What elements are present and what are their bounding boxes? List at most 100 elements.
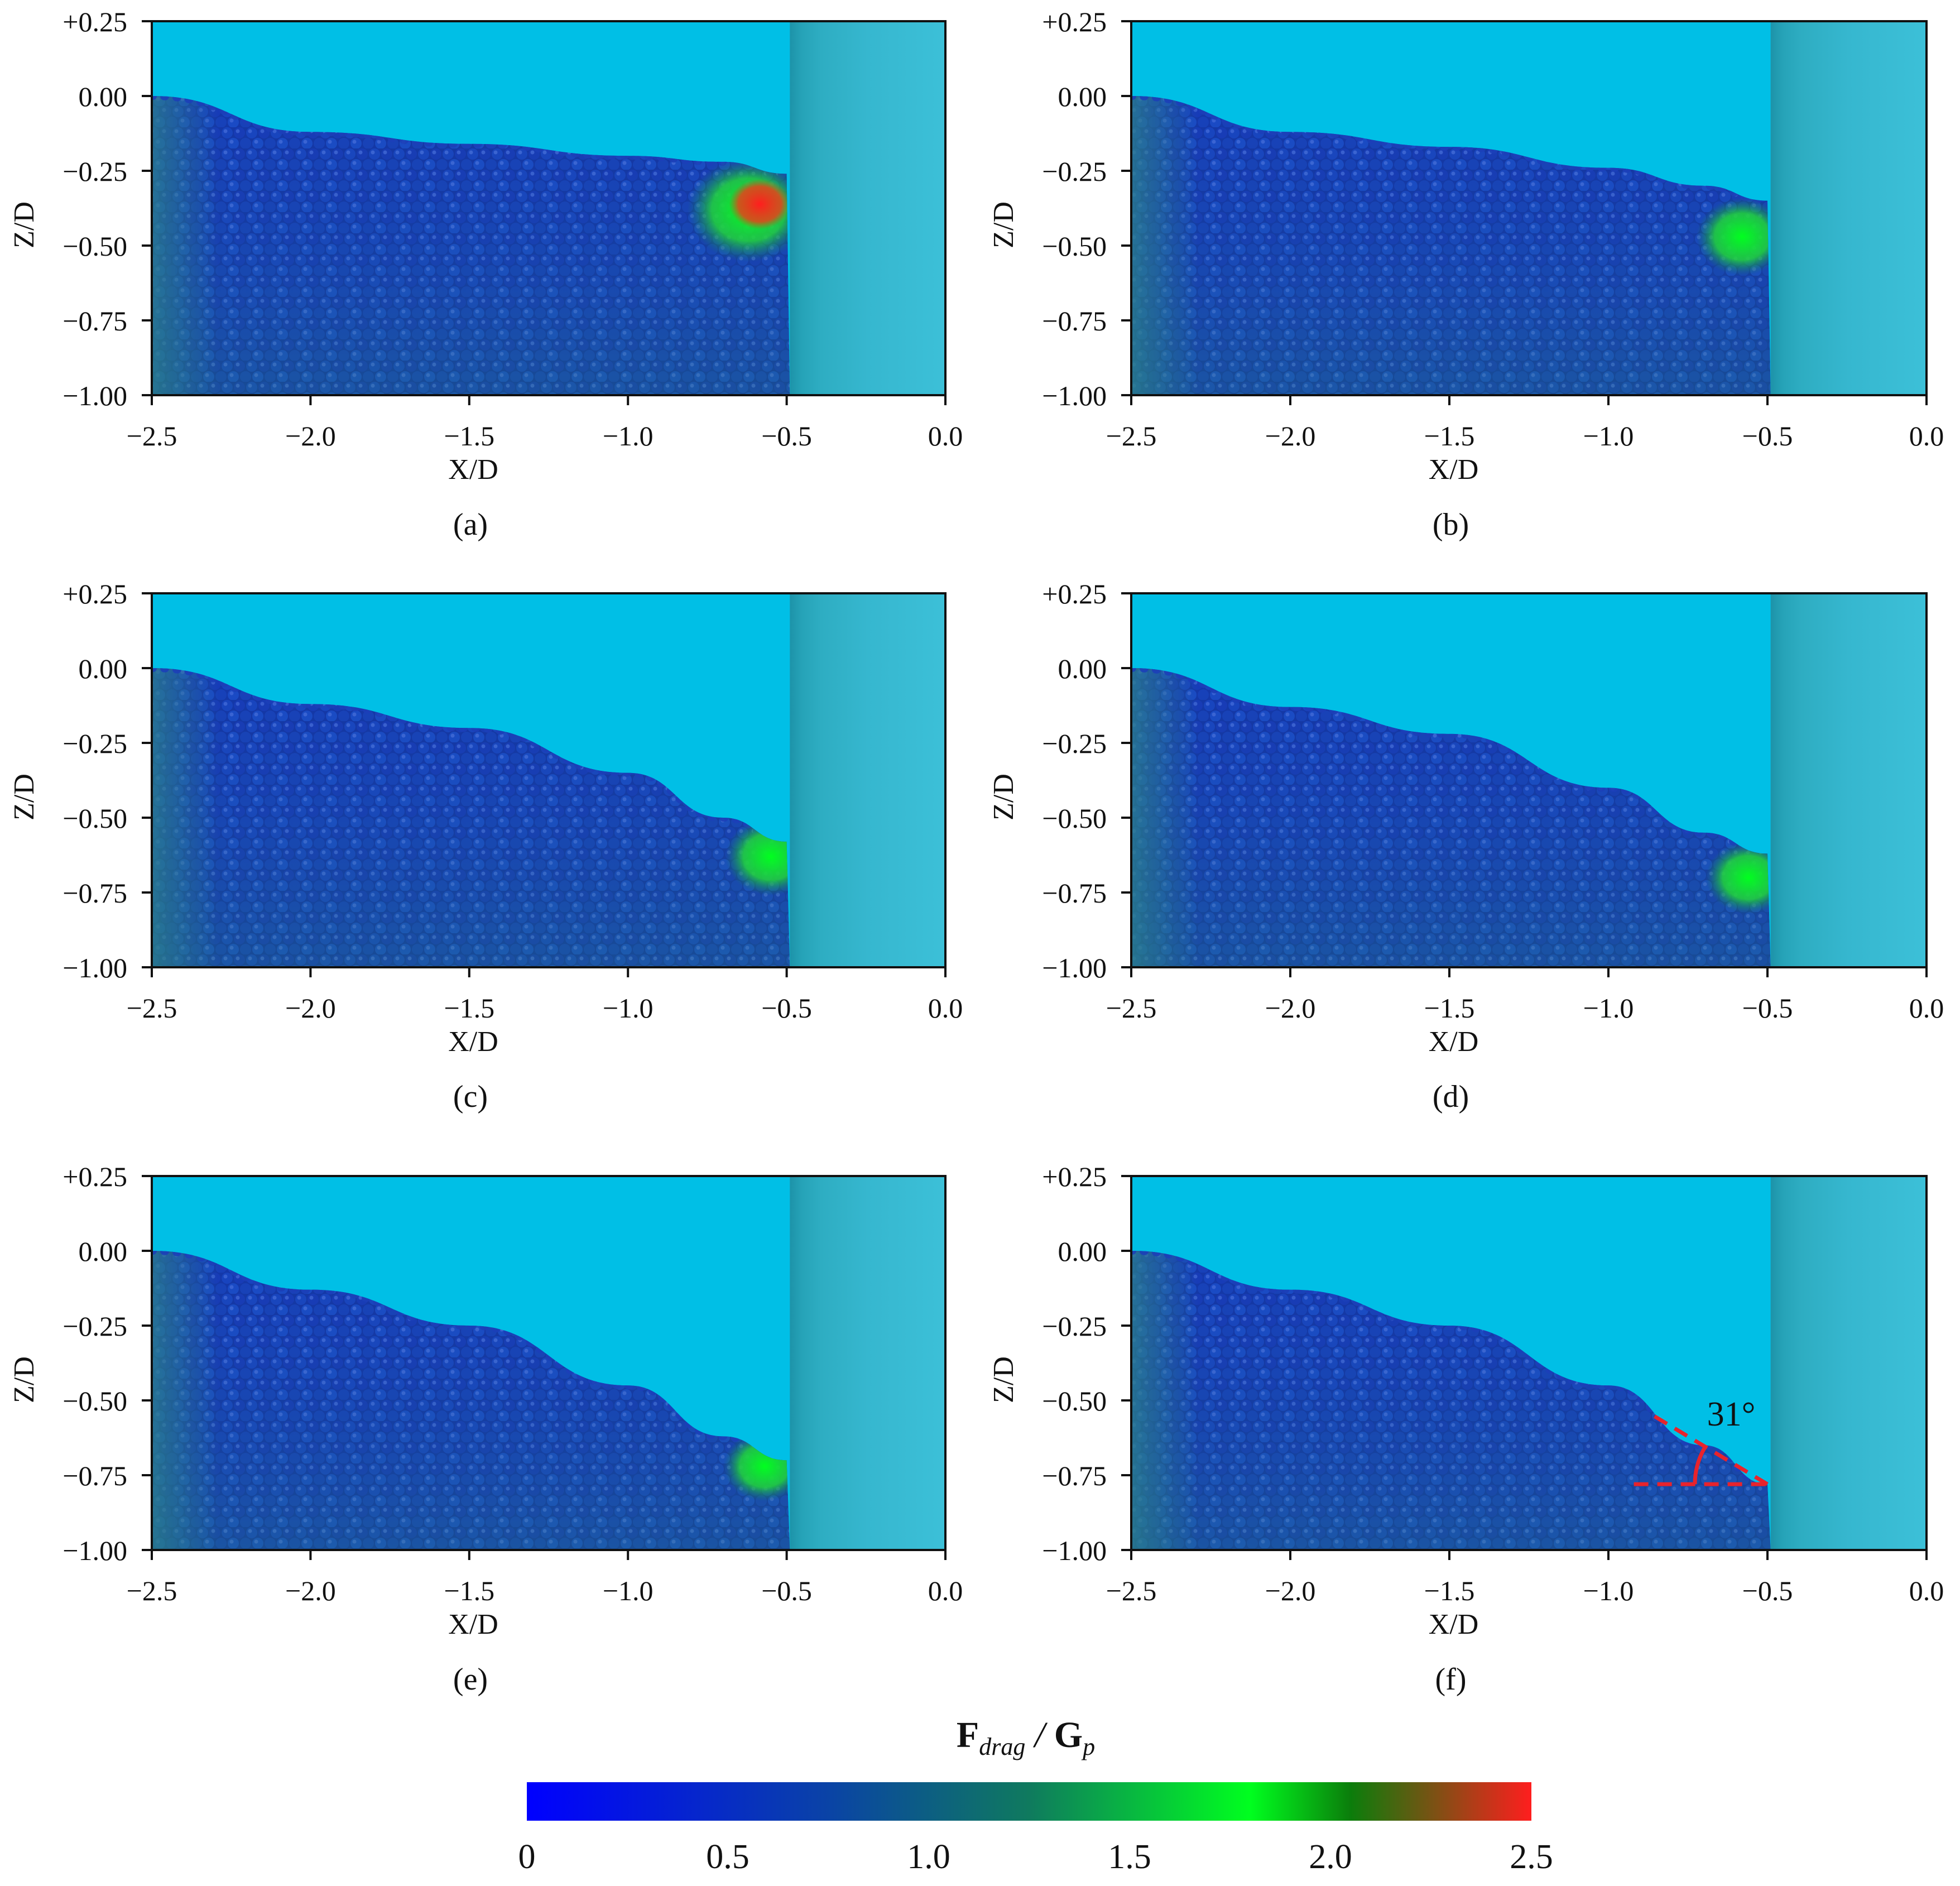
y-axis-label: Z/D bbox=[8, 774, 40, 820]
x-tick-label: −1.0 bbox=[1583, 1575, 1634, 1606]
panel-b: +0.25 0.00 −0.25 −0.50 −0.75 −1.00 −2.5 −2.0 −1.… bbox=[988, 6, 1944, 542]
colorbar-title-main2: G bbox=[1054, 1715, 1083, 1755]
y-tick-label: 0.00 bbox=[79, 1236, 128, 1267]
colorbar-tick-label: 0.5 bbox=[706, 1838, 750, 1876]
x-tick-label: −1.0 bbox=[1583, 992, 1634, 1024]
y-tick-label: −1.00 bbox=[1042, 380, 1107, 411]
pier bbox=[1770, 1176, 1927, 1550]
pier bbox=[790, 21, 945, 395]
x-tick-label: −2.5 bbox=[127, 992, 177, 1024]
panel-a: +0.25 0.00 −0.25 −0.50 −0.75 −1.00−2.5 −2.0 −1.… bbox=[8, 6, 963, 542]
y-tick-label: −1.00 bbox=[63, 952, 127, 983]
x-tick-label: −1.5 bbox=[444, 420, 494, 452]
colorbar-tick-label: 2.0 bbox=[1309, 1838, 1352, 1876]
pier bbox=[1770, 593, 1927, 967]
y-tick-label: −0.75 bbox=[1042, 1460, 1107, 1491]
plot-area bbox=[1131, 1176, 1927, 1550]
y-tick-label: +0.25 bbox=[63, 578, 127, 610]
panel-caption: (e) bbox=[453, 1662, 488, 1697]
x-axis-label: X/D bbox=[448, 454, 498, 486]
x-axis-label: X/D bbox=[448, 1609, 498, 1640]
pier bbox=[1770, 21, 1927, 395]
x-tick-label: −0.5 bbox=[1742, 992, 1793, 1024]
x-tick-label: −0.5 bbox=[761, 1575, 812, 1606]
x-tick-label: 0.0 bbox=[1909, 420, 1944, 452]
drag-hotspot bbox=[725, 817, 790, 896]
y-tick-label: −0.25 bbox=[1042, 156, 1107, 187]
x-tick-label: −2.0 bbox=[1265, 992, 1316, 1024]
y-tick-label: −0.75 bbox=[63, 1460, 127, 1491]
y-tick-label: −0.50 bbox=[1042, 803, 1107, 834]
x-tick-label: 0.0 bbox=[928, 992, 963, 1024]
y-tick-label: −0.25 bbox=[63, 1311, 127, 1342]
panel-c: +0.25 0.00 −0.25 −0.50 −0.75 −1.00−2.5 −2.0 −1.… bbox=[8, 578, 963, 1114]
y-tick-label: −0.50 bbox=[1042, 1385, 1107, 1417]
y-tick-label: +0.25 bbox=[63, 6, 127, 37]
x-tick-label: −1.0 bbox=[603, 1575, 654, 1606]
plot-frame bbox=[151, 592, 947, 968]
panel-caption: (d) bbox=[1433, 1079, 1469, 1114]
plot-area bbox=[152, 21, 945, 395]
y-tick-label: −0.25 bbox=[63, 728, 127, 759]
colorbar-title-sub1: drag bbox=[979, 1733, 1025, 1760]
colorbar-title-sep: / bbox=[1025, 1715, 1054, 1755]
y-tick-label: −0.25 bbox=[1042, 1311, 1107, 1342]
y-tick-label: −1.00 bbox=[63, 1535, 127, 1566]
x-axis-label: X/D bbox=[1429, 454, 1479, 486]
x-tick-label: −1.5 bbox=[444, 1575, 494, 1606]
colorbar-title: Fdrag / Gp bbox=[957, 1715, 1095, 1760]
y-axis-label: Z/D bbox=[988, 1356, 1020, 1403]
x-tick-label: 0.0 bbox=[928, 1575, 963, 1606]
plot-frame bbox=[151, 1175, 947, 1551]
y-tick-label: −1.00 bbox=[1042, 952, 1107, 983]
x-tick-label: −1.5 bbox=[1424, 1575, 1475, 1606]
y-tick-label: +0.25 bbox=[1042, 578, 1107, 610]
x-tick-label: 0.0 bbox=[1909, 1575, 1944, 1606]
y-tick-label: −0.50 bbox=[63, 1385, 127, 1417]
y-tick-label: −0.75 bbox=[1042, 877, 1107, 909]
drag-hotspot bbox=[1696, 198, 1771, 276]
x-tick-label: −1.5 bbox=[1424, 992, 1475, 1024]
x-axis-label: X/D bbox=[1429, 1026, 1479, 1058]
y-tick-label: −0.75 bbox=[1042, 305, 1107, 337]
colorbar-gradient bbox=[527, 1782, 1531, 1821]
colorbar-title-main1: F bbox=[957, 1715, 979, 1755]
y-tick-label: 0.00 bbox=[1058, 653, 1107, 684]
x-tick-label: −0.5 bbox=[761, 420, 812, 452]
x-tick-label: −2.0 bbox=[1265, 1575, 1316, 1606]
x-tick-label: −1.5 bbox=[1424, 420, 1475, 452]
plot-area bbox=[1131, 593, 1927, 967]
x-tick-label: −2.0 bbox=[285, 420, 336, 452]
panel-e: +0.25 0.00 −0.25 −0.50 −0.75 −1.00−2.5 −2.0 −1.… bbox=[8, 1161, 963, 1697]
y-axis-label: Z/D bbox=[8, 201, 40, 248]
x-axis-label: X/D bbox=[448, 1026, 498, 1058]
x-tick-label: −0.5 bbox=[1742, 1575, 1793, 1606]
plot-area bbox=[152, 593, 945, 967]
y-tick-label: −0.75 bbox=[63, 305, 127, 337]
plot-frame bbox=[1130, 1175, 1928, 1551]
colorbar-tick-label: 2.5 bbox=[1510, 1838, 1553, 1876]
x-tick-label: −1.0 bbox=[603, 992, 654, 1024]
colorbar-tick-label: 1.5 bbox=[1108, 1838, 1151, 1876]
x-tick-label: −2.5 bbox=[127, 1575, 177, 1606]
y-axis-label: Z/D bbox=[988, 201, 1020, 248]
angle-arc bbox=[1693, 1446, 1707, 1485]
x-tick-label: −2.0 bbox=[285, 1575, 336, 1606]
x-tick-label: −2.0 bbox=[285, 992, 336, 1024]
x-tick-label: 0.0 bbox=[1909, 992, 1944, 1024]
colorbar-title-sub2: p bbox=[1081, 1733, 1095, 1760]
y-tick-label: −0.50 bbox=[63, 231, 127, 262]
x-tick-label: −1.0 bbox=[1583, 420, 1634, 452]
x-axis-label: X/D bbox=[1429, 1609, 1479, 1640]
plot-frame bbox=[151, 20, 947, 396]
x-tick-label: −1.5 bbox=[444, 992, 494, 1024]
panel-d: +0.25 0.00 −0.25 −0.50 −0.75 −1.00 −2.5 −2.0 −1.… bbox=[988, 578, 1944, 1114]
angle-label: 31° bbox=[1707, 1395, 1756, 1433]
y-tick-label: +0.25 bbox=[1042, 6, 1107, 37]
y-tick-label: −1.00 bbox=[63, 380, 127, 411]
x-tick-label: −2.5 bbox=[1106, 420, 1157, 452]
colorbar-tick-label: 0 bbox=[518, 1838, 536, 1876]
panel-caption: (b) bbox=[1433, 507, 1469, 542]
colorbar-tick-label: 1.0 bbox=[907, 1838, 950, 1876]
y-axis-label: Z/D bbox=[8, 1356, 40, 1403]
